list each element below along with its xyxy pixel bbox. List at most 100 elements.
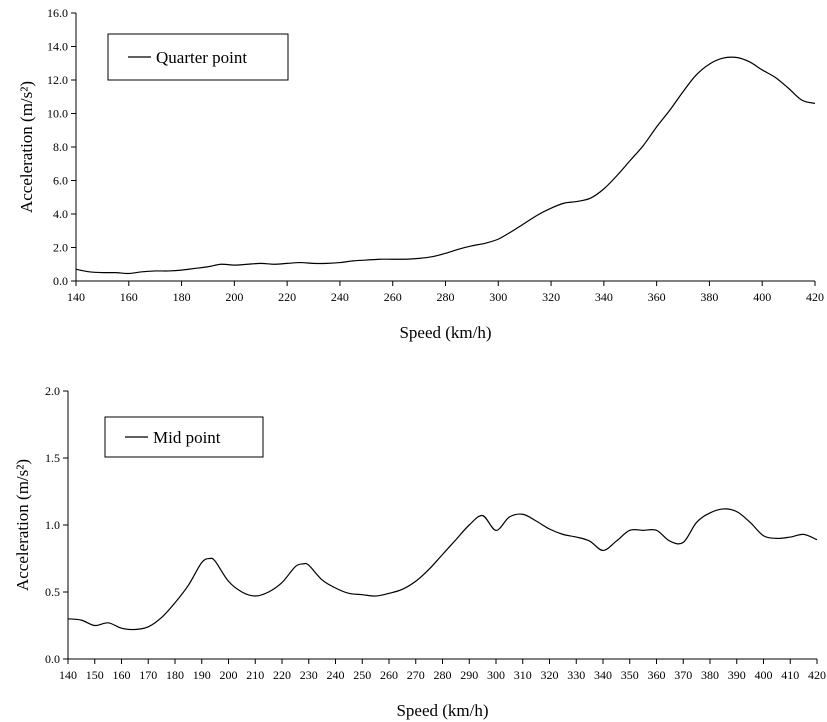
data-point <box>148 626 149 627</box>
data-point <box>776 538 777 539</box>
data-point <box>273 264 274 265</box>
x-tick-label: 140 <box>67 290 85 304</box>
x-tick-label: 320 <box>541 668 559 682</box>
x-tick-label: 320 <box>542 290 560 304</box>
data-point <box>656 530 657 531</box>
data-point <box>550 208 551 209</box>
x-tick-label: 260 <box>384 290 402 304</box>
x-tick-label: 340 <box>595 290 613 304</box>
y-tick-label: 14.0 <box>47 40 68 54</box>
data-point <box>67 618 68 619</box>
data-point <box>174 602 175 603</box>
data-point <box>511 231 512 232</box>
x-tick-label: 400 <box>753 290 771 304</box>
data-point <box>432 256 433 257</box>
data-point <box>801 100 802 101</box>
x-tick-label: 140 <box>59 668 77 682</box>
x-tick-label: 180 <box>166 668 184 682</box>
x-tick-label: 200 <box>220 668 238 682</box>
data-point <box>429 569 430 570</box>
data-point <box>268 591 269 592</box>
data-point <box>353 260 354 261</box>
data-point <box>471 245 472 246</box>
data-point <box>683 542 684 543</box>
data-point <box>375 595 376 596</box>
data-point <box>115 272 116 273</box>
chart-2: 140 150 160 170 180 190 200 210 220 230 240 250 260 2… <box>13 384 826 720</box>
data-point <box>482 515 483 516</box>
data-point <box>442 554 443 555</box>
data-point <box>215 561 216 562</box>
x-tick-label: 200 <box>225 290 243 304</box>
x-tick-label: 180 <box>173 290 191 304</box>
data-point <box>415 581 416 582</box>
data-point <box>221 264 222 265</box>
x-tick-label: 410 <box>781 668 799 682</box>
data-point <box>682 91 683 92</box>
x-tick-label: 420 <box>806 290 824 304</box>
data-point <box>194 268 195 269</box>
data-point <box>790 536 791 537</box>
data-point <box>281 582 282 583</box>
data-point <box>94 625 95 626</box>
y-tick-label: 6.0 <box>53 174 68 188</box>
data-point <box>564 203 565 204</box>
data-point <box>335 587 336 588</box>
series-line-1 <box>67 508 818 631</box>
data-point <box>469 524 470 525</box>
data-point <box>576 536 577 537</box>
x-tick-label: 400 <box>755 668 773 682</box>
data-point <box>134 629 135 630</box>
data-point <box>537 214 538 215</box>
data-point <box>121 628 122 629</box>
x-tick-label: 160 <box>113 668 131 682</box>
data-point <box>629 530 630 531</box>
data-point <box>366 259 367 260</box>
x-tick-label: 160 <box>120 290 138 304</box>
data-point <box>522 514 523 515</box>
x-tick-label: 310 <box>514 668 532 682</box>
data-point <box>102 272 103 273</box>
series-line-1 <box>75 56 816 275</box>
x-tick-label: 340 <box>594 668 612 682</box>
chart-1: 140 160 180 200 220 240 260 280 300 320 340 360 380 4… <box>17 6 824 342</box>
data-point <box>234 264 235 265</box>
data-point <box>616 540 617 541</box>
data-point <box>763 535 764 536</box>
data-point <box>228 581 229 582</box>
data-point <box>577 201 578 202</box>
legend: Quarter point <box>107 33 289 81</box>
y-tick-label: 2.0 <box>53 241 68 255</box>
data-point <box>696 74 697 75</box>
data-point <box>445 253 446 254</box>
legend-label: Mid point <box>153 428 221 447</box>
data-point <box>498 239 499 240</box>
legend: Mid point <box>104 416 264 458</box>
data-point <box>247 264 248 265</box>
x-tick-label: 390 <box>728 668 746 682</box>
data-point <box>709 63 710 64</box>
data-point <box>81 620 82 621</box>
x-axis-title: Speed (km/h) <box>399 323 491 342</box>
data-point <box>207 266 208 267</box>
data-point <box>161 617 162 618</box>
x-tick-label: 280 <box>434 668 452 682</box>
data-point <box>260 263 261 264</box>
data-point <box>509 516 510 517</box>
data-point <box>141 271 142 272</box>
y-tick-label: 4.0 <box>53 207 68 221</box>
x-tick-label: 290 <box>460 668 478 682</box>
y-axis-title: Acceleration (m/s²) <box>13 459 32 591</box>
data-point <box>696 522 697 523</box>
data-point <box>495 530 496 531</box>
x-tick-label: 260 <box>380 668 398 682</box>
data-point <box>308 565 309 566</box>
data-point <box>602 550 603 551</box>
data-point <box>108 622 109 623</box>
data-point <box>303 563 304 564</box>
y-tick-label: 10.0 <box>47 107 68 121</box>
data-point <box>348 593 349 594</box>
data-point <box>326 263 327 264</box>
x-tick-label: 210 <box>246 668 264 682</box>
x-tick-label: 230 <box>300 668 318 682</box>
